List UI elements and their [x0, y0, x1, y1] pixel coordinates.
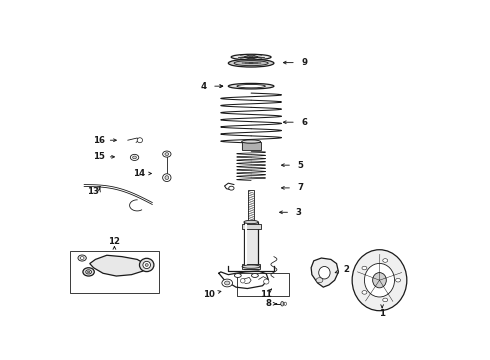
Ellipse shape — [383, 259, 388, 262]
Polygon shape — [90, 255, 147, 276]
Bar — [237, 273, 290, 296]
Text: 4: 4 — [200, 82, 207, 91]
Bar — [242, 224, 261, 229]
Bar — [242, 141, 261, 150]
Ellipse shape — [281, 302, 284, 306]
Ellipse shape — [362, 291, 367, 294]
Ellipse shape — [318, 266, 330, 279]
Ellipse shape — [140, 258, 154, 271]
Ellipse shape — [234, 274, 241, 278]
Polygon shape — [311, 258, 339, 287]
Ellipse shape — [264, 279, 269, 284]
Ellipse shape — [83, 268, 94, 276]
Ellipse shape — [86, 270, 92, 274]
Text: 7: 7 — [297, 183, 304, 192]
Text: 11: 11 — [260, 289, 272, 298]
Ellipse shape — [245, 56, 258, 58]
Text: 3: 3 — [295, 208, 301, 217]
Ellipse shape — [372, 273, 386, 288]
Ellipse shape — [241, 279, 245, 283]
Ellipse shape — [143, 261, 150, 269]
Text: 5: 5 — [297, 161, 303, 170]
Text: 2: 2 — [343, 265, 349, 274]
Bar — [70, 251, 159, 293]
Ellipse shape — [78, 255, 86, 261]
Ellipse shape — [395, 278, 400, 282]
Ellipse shape — [224, 281, 230, 285]
Ellipse shape — [145, 264, 148, 266]
Ellipse shape — [231, 54, 271, 60]
Bar — [242, 264, 260, 269]
Ellipse shape — [242, 140, 261, 143]
Ellipse shape — [365, 264, 394, 297]
Text: 9: 9 — [301, 58, 307, 67]
Bar — [244, 222, 258, 269]
Text: 15: 15 — [93, 152, 105, 161]
Ellipse shape — [242, 265, 260, 268]
Ellipse shape — [228, 84, 274, 89]
Text: 1: 1 — [379, 309, 385, 318]
Text: 8: 8 — [265, 299, 271, 308]
Ellipse shape — [165, 176, 169, 180]
Ellipse shape — [222, 279, 233, 287]
Ellipse shape — [163, 174, 171, 181]
Text: 13: 13 — [88, 187, 99, 196]
Ellipse shape — [251, 274, 258, 278]
Text: 16: 16 — [93, 136, 105, 145]
Ellipse shape — [137, 138, 143, 143]
Ellipse shape — [130, 154, 139, 161]
Ellipse shape — [163, 151, 171, 157]
Ellipse shape — [362, 266, 367, 270]
Ellipse shape — [229, 186, 234, 190]
Ellipse shape — [284, 302, 287, 305]
Bar — [248, 190, 254, 221]
Ellipse shape — [234, 61, 268, 66]
Ellipse shape — [316, 278, 323, 283]
Ellipse shape — [228, 59, 274, 67]
Ellipse shape — [133, 156, 136, 159]
Ellipse shape — [80, 257, 84, 260]
Ellipse shape — [237, 85, 266, 88]
Text: 10: 10 — [203, 289, 215, 298]
Text: 14: 14 — [133, 169, 145, 178]
Text: 6: 6 — [301, 118, 307, 127]
Ellipse shape — [352, 250, 407, 311]
Ellipse shape — [87, 271, 90, 273]
Text: 12: 12 — [108, 237, 121, 246]
Ellipse shape — [383, 298, 388, 302]
Ellipse shape — [244, 220, 258, 224]
Ellipse shape — [165, 153, 169, 156]
